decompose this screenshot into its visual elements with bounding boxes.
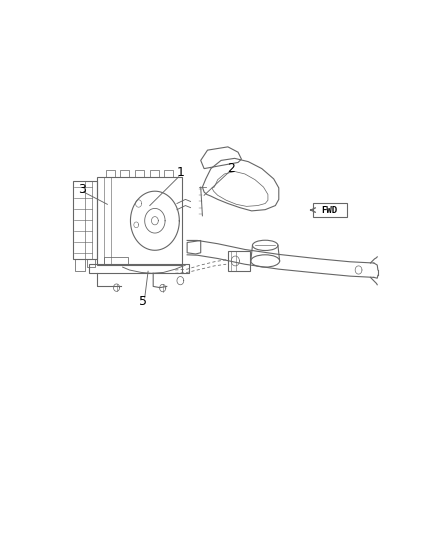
Text: 2: 2	[227, 162, 235, 175]
Text: FWD: FWD	[321, 206, 338, 215]
Text: 1: 1	[177, 166, 184, 179]
Bar	[313, 204, 346, 216]
Text: 5: 5	[139, 295, 147, 309]
Text: 3: 3	[78, 183, 86, 196]
